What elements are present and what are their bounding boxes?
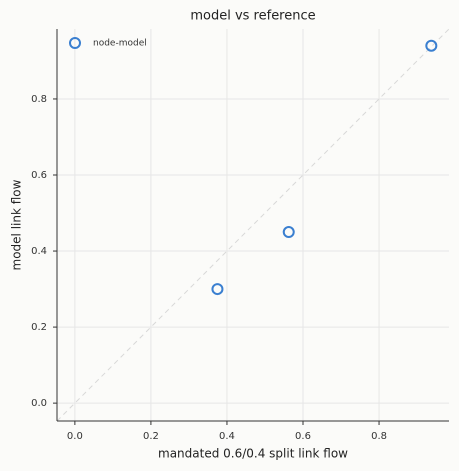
x-tick-label: 0.2 [143, 431, 159, 442]
point [211, 283, 224, 296]
y-axis-label: model link flow [10, 179, 24, 270]
y-tick-label: 0.2 [31, 322, 47, 333]
legend-label: node-model [93, 39, 147, 49]
legend-marker [69, 37, 81, 49]
y-tick-label: 0.0 [31, 398, 47, 409]
point [425, 39, 438, 52]
y-tick-label: 0.8 [31, 94, 47, 105]
point [282, 226, 295, 239]
x-axis-label: mandated 0.6/0.4 split link flow [158, 447, 348, 461]
y-tick-label: 0.4 [31, 246, 47, 257]
x-tick-label: 0.4 [219, 431, 235, 442]
reference-line [56, 28, 450, 422]
y-tick-label: 0.6 [31, 170, 47, 181]
chart-title: model vs reference [190, 9, 315, 24]
x-tick-label: 0.8 [371, 431, 387, 442]
x-tick-label: 0.0 [67, 431, 83, 442]
x-tick-label: 0.6 [295, 431, 311, 442]
